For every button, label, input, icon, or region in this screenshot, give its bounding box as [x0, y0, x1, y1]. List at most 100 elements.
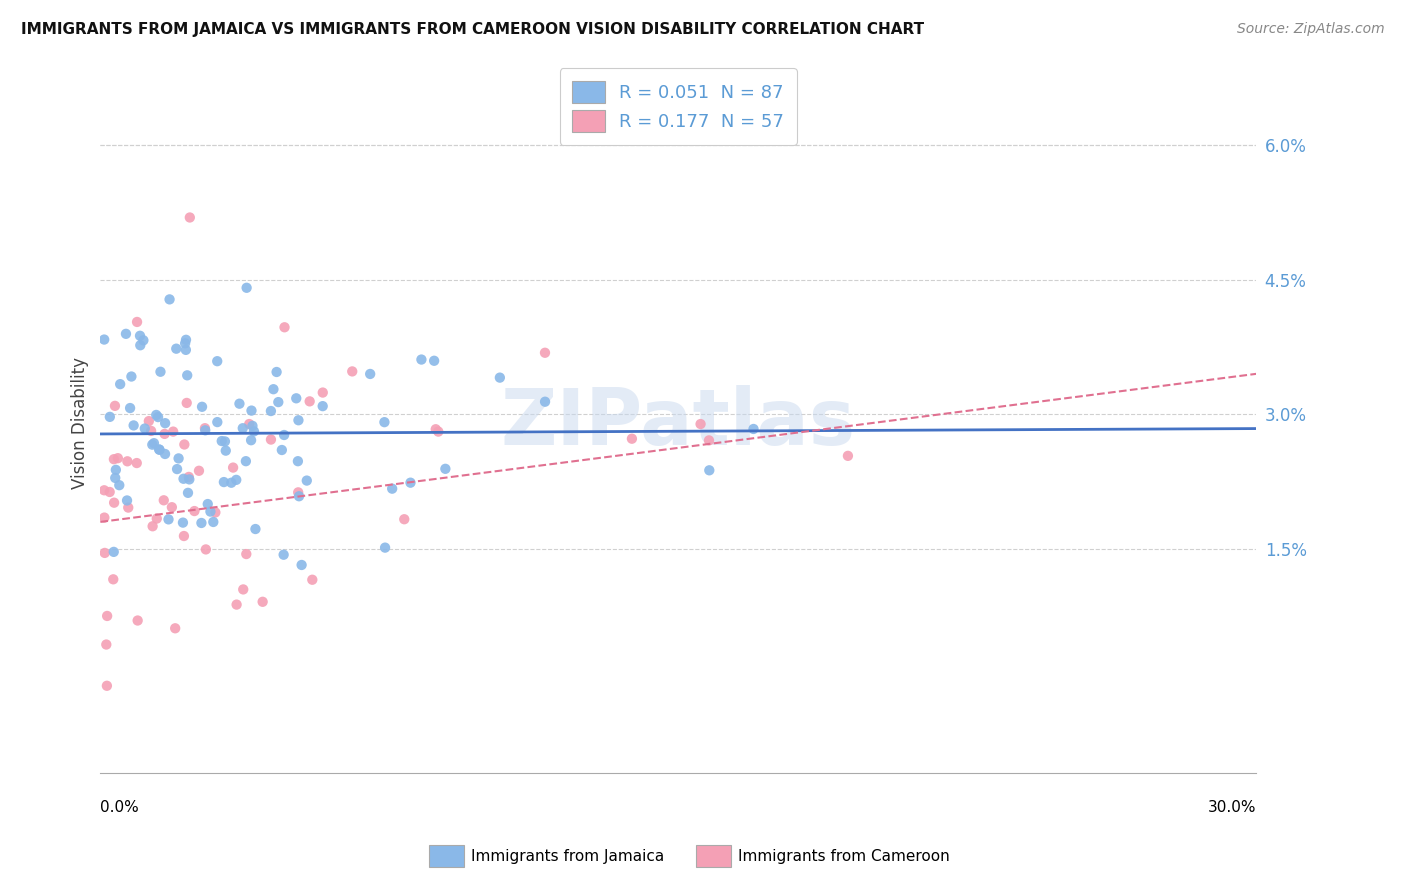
Point	[117, 500, 139, 515]
Point	[103, 545, 125, 559]
Point	[394, 512, 416, 526]
Point	[287, 454, 309, 468]
Point	[145, 408, 167, 422]
Point	[232, 421, 254, 435]
Point	[202, 515, 225, 529]
Point	[295, 474, 318, 488]
Point	[157, 512, 180, 526]
Point	[266, 365, 288, 379]
Point	[132, 334, 155, 348]
Point	[179, 211, 201, 225]
Point	[138, 414, 160, 428]
Point	[191, 400, 214, 414]
Point	[425, 422, 447, 436]
Point	[374, 541, 396, 555]
Point	[240, 434, 263, 448]
Point	[183, 504, 205, 518]
Point	[129, 328, 152, 343]
Point	[287, 485, 309, 500]
Point	[108, 377, 131, 392]
Point	[141, 438, 163, 452]
Point	[489, 370, 512, 384]
Point	[214, 434, 236, 449]
Point	[115, 493, 138, 508]
Point	[120, 401, 142, 415]
Point	[381, 482, 404, 496]
Point	[148, 442, 170, 457]
Point	[742, 422, 765, 436]
Point	[228, 397, 250, 411]
Point	[93, 333, 115, 347]
Point	[194, 421, 217, 435]
Point	[172, 516, 194, 530]
Point	[697, 434, 720, 448]
Point	[165, 342, 187, 356]
Point	[125, 456, 148, 470]
Point	[134, 421, 156, 435]
Point	[270, 442, 292, 457]
Point	[117, 454, 139, 468]
Point	[697, 463, 720, 477]
Point	[167, 451, 190, 466]
Point	[235, 547, 257, 561]
Point	[197, 497, 219, 511]
Point	[252, 595, 274, 609]
Point	[139, 424, 162, 438]
Point	[176, 396, 198, 410]
Point	[301, 573, 323, 587]
Point	[153, 447, 176, 461]
Point	[222, 460, 245, 475]
Point	[173, 437, 195, 451]
Point	[427, 425, 450, 439]
Point	[174, 333, 197, 347]
Point	[207, 354, 229, 368]
Point	[534, 394, 557, 409]
Point	[235, 281, 257, 295]
Point	[188, 464, 211, 478]
Point	[221, 475, 243, 490]
Point	[273, 428, 295, 442]
Point	[176, 368, 198, 383]
Point	[125, 315, 148, 329]
Legend: R = 0.051  N = 87, R = 0.177  N = 57: R = 0.051 N = 87, R = 0.177 N = 57	[560, 69, 797, 145]
Point	[620, 432, 643, 446]
Point	[399, 475, 422, 490]
Point	[689, 417, 711, 431]
Point	[273, 320, 295, 334]
Point	[149, 365, 172, 379]
Point	[173, 472, 195, 486]
Point	[108, 478, 131, 492]
Point	[260, 404, 283, 418]
Point	[174, 336, 197, 351]
Point	[312, 385, 335, 400]
Point	[120, 369, 142, 384]
Point	[245, 522, 267, 536]
Point	[104, 463, 127, 477]
Point	[94, 546, 117, 560]
Point	[162, 425, 184, 439]
Point	[243, 425, 266, 439]
Point	[115, 326, 138, 341]
Point	[411, 352, 433, 367]
Text: 30.0%: 30.0%	[1208, 800, 1257, 815]
Point	[146, 410, 169, 425]
Point	[153, 416, 176, 430]
Point	[129, 338, 152, 352]
Point	[267, 395, 290, 409]
Text: ZIPatlas: ZIPatlas	[501, 385, 856, 461]
Point	[273, 548, 295, 562]
Point	[534, 345, 557, 359]
Point	[104, 471, 127, 485]
Point	[288, 489, 311, 503]
Point	[262, 382, 284, 396]
Text: Immigrants from Jamaica: Immigrants from Jamaica	[471, 849, 664, 863]
Point	[215, 443, 238, 458]
Point	[152, 493, 174, 508]
Point	[232, 582, 254, 597]
Point	[291, 558, 314, 572]
Point	[235, 454, 257, 468]
Point	[238, 417, 260, 431]
Point	[204, 505, 226, 519]
Point	[103, 496, 125, 510]
Point	[96, 638, 118, 652]
